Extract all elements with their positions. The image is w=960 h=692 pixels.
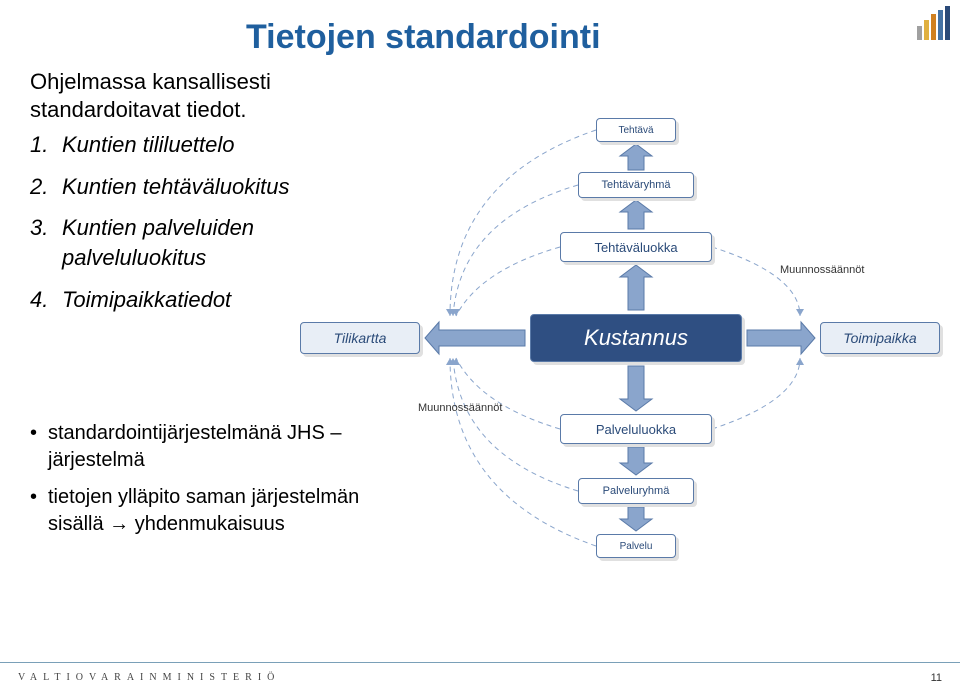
bullet-item: •standardointijärjestelmänä JHS –järjest… [30, 420, 390, 474]
bullet-marker: • [30, 484, 48, 538]
list-text: Kuntien palveluiden palveluluokitus [62, 213, 390, 272]
bullet-list: •standardointijärjestelmänä JHS –järjest… [30, 420, 390, 548]
bullet-item: •tietojen ylläpito saman järjestelmän si… [30, 484, 390, 538]
bullet-marker: • [30, 420, 48, 474]
numbered-list: 1.Kuntien tililuettelo2.Kuntien tehtäväl… [30, 130, 390, 326]
list-item: 1.Kuntien tililuettelo [30, 130, 390, 160]
bullet-text: standardointijärjestelmänä JHS –järjeste… [48, 420, 390, 474]
node-toimipaikka: Toimipaikka [820, 322, 940, 354]
conversion-label: Muunnossäännöt [780, 264, 864, 276]
list-item: 3.Kuntien palveluiden palveluluokitus [30, 213, 390, 272]
footer: VALTIOVARAINMINISTERIÖ 11 [0, 662, 960, 692]
node-tehtavaryhma: Tehtäväryhmä [578, 172, 694, 198]
list-text: Toimipaikkatiedot [62, 285, 231, 315]
node-palveluluokka: Palveluluokka [560, 414, 712, 444]
list-num: 2. [30, 172, 62, 202]
node-kustannus: Kustannus [530, 314, 742, 362]
logo-bar [938, 10, 943, 40]
node-tilikartta: Tilikartta [300, 322, 420, 354]
footer-page-number: 11 [931, 672, 942, 684]
conversion-label: Muunnossäännöt [418, 402, 502, 414]
subtitle: Ohjelmassa kansallisesti standardoitavat… [30, 68, 400, 123]
logo-bar [917, 26, 922, 40]
bullet-text: tietojen ylläpito saman järjestelmän sis… [48, 484, 390, 538]
list-num: 4. [30, 285, 62, 315]
list-item: 4.Toimipaikkatiedot [30, 285, 390, 315]
page-title: Tietojen standardointi [246, 18, 601, 57]
corner-logo-icon [917, 6, 950, 40]
footer-org: VALTIOVARAINMINISTERIÖ [18, 672, 280, 683]
node-palvelu: Palvelu [596, 534, 676, 558]
list-num: 3. [30, 213, 62, 272]
node-tehtava: Tehtävä [596, 118, 676, 142]
list-text: Kuntien tehtäväluokitus [62, 172, 290, 202]
logo-bar [945, 6, 950, 40]
logo-bar [931, 14, 936, 40]
logo-bar [924, 20, 929, 40]
list-num: 1. [30, 130, 62, 160]
list-item: 2.Kuntien tehtäväluokitus [30, 172, 390, 202]
list-text: Kuntien tililuettelo [62, 130, 234, 160]
node-palveluryhma: Palveluryhmä [578, 478, 694, 504]
node-tehtavaluokka: Tehtäväluokka [560, 232, 712, 262]
